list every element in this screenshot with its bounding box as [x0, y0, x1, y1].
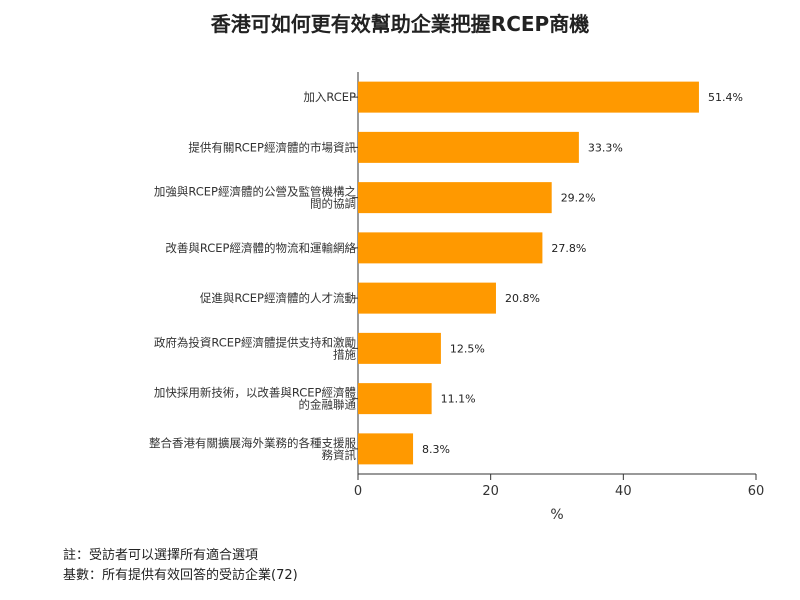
value-label-1: 33.3%	[588, 141, 623, 154]
category-label-4: 促進與RCEP經濟體的人才流動	[200, 291, 356, 305]
category-label-0: 加入RCEP	[303, 90, 356, 104]
category-label-3: 改善與RCEP經濟體的物流和運輸網絡	[165, 241, 356, 255]
bar-3	[358, 232, 543, 264]
category-label-7: 整合香港有關擴展海外業務的各種支援服務資訊	[149, 436, 356, 462]
bar-0	[358, 81, 699, 113]
value-label-6: 11.1%	[441, 393, 476, 406]
x-tick-label-2: 40	[615, 484, 632, 499]
bar-7	[358, 433, 414, 465]
value-label-7: 8.3%	[422, 443, 450, 456]
bar-5	[358, 332, 441, 364]
chart-notes: 註：受訪者可以選擇所有適合選項 基數：所有提供有效回答的受訪企業(72)	[63, 546, 298, 586]
category-label-2: 加強與RCEP經濟體的公營及監管機構之間的協調	[154, 185, 357, 211]
x-axis-label: %	[550, 507, 563, 523]
bar-2	[358, 182, 552, 214]
category-label-1: 提供有關RCEP經濟體的市場資訊	[188, 140, 356, 154]
value-label-5: 12.5%	[450, 342, 485, 355]
base-text: 基數：所有提供有效回答的受訪企業(72)	[63, 568, 298, 583]
category-label-6: 加快採用新技術，以改善與RCEP經濟體的金融聯通	[154, 386, 357, 412]
bar-4	[358, 282, 496, 314]
x-tick-label-0: 0	[354, 484, 362, 499]
value-label-4: 20.8%	[505, 292, 540, 305]
value-label-0: 51.4%	[708, 91, 743, 104]
chart-title: 香港可如何更有效幫助企業把握RCEP商機	[210, 12, 590, 36]
x-tick-label-3: 60	[748, 484, 765, 499]
value-label-2: 29.2%	[561, 192, 596, 205]
x-tick-label-1: 20	[482, 484, 499, 499]
bar-6	[358, 383, 432, 415]
category-label-5: 政府為投資RCEP經濟體提供支持和激勵措施	[154, 335, 357, 361]
bar-1	[358, 131, 579, 163]
value-label-3: 27.8%	[551, 242, 586, 255]
note-text: 註：受訪者可以選擇所有適合選項	[63, 548, 259, 563]
